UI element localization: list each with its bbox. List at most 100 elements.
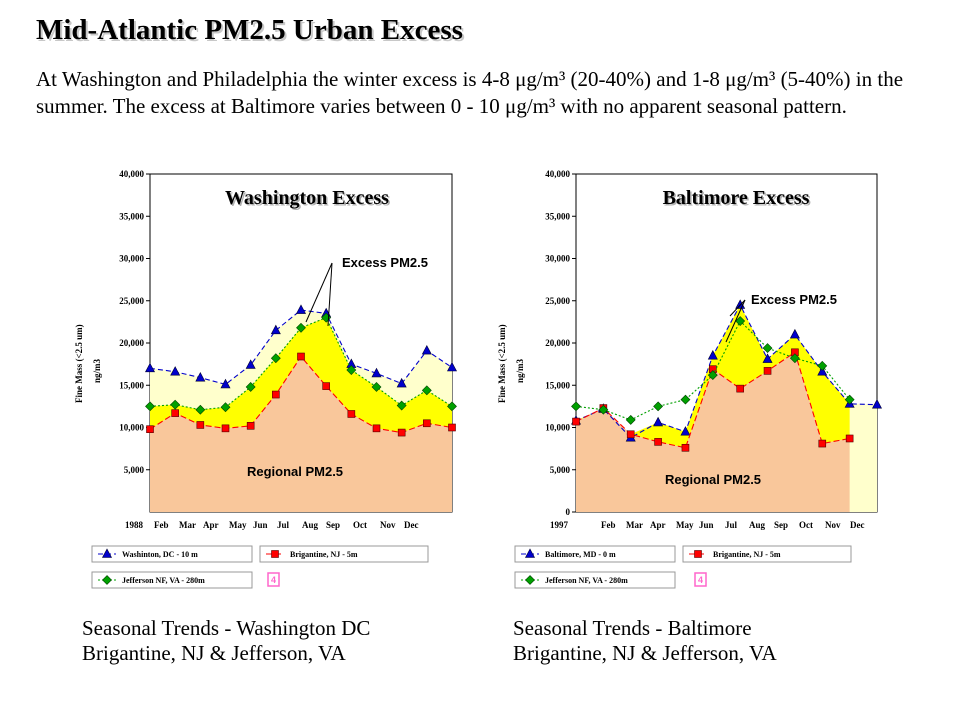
legend-marker (271, 550, 279, 558)
caption-line-1: Seasonal Trends - Baltimore (513, 616, 752, 640)
data-point (817, 360, 828, 371)
data-point (396, 377, 407, 388)
caption-line-2: Brigantine, NJ & Jefferson, VA (513, 641, 777, 665)
data-point (872, 399, 882, 409)
regional-area (576, 352, 850, 512)
annotation-leader (725, 299, 746, 343)
x-tick-label: Jul (277, 520, 290, 530)
x-tick-label: Apr (650, 520, 666, 530)
y-tick-label: 15,000 (545, 380, 570, 390)
data-point (245, 382, 256, 392)
x-tick-label: Jul (725, 520, 738, 530)
data-point (322, 382, 330, 390)
data-point (423, 419, 431, 428)
data-point (272, 390, 280, 399)
x-tick-label: May (676, 520, 694, 530)
data-point (296, 322, 306, 333)
annotation-leader (729, 299, 746, 317)
x-tick-label: Nov (380, 520, 396, 530)
legend-label: Washinton, DC - 10 m (122, 550, 198, 559)
summary-text: At Washington and Philadelphia the winte… (36, 67, 904, 118)
excess-area (576, 304, 850, 448)
series-line (575, 303, 878, 439)
data-point (346, 365, 357, 375)
y-axis-label: Fine Mass (<2.5 um) (497, 324, 507, 403)
data-point (421, 385, 432, 396)
data-point (220, 402, 231, 413)
data-point (762, 353, 773, 363)
data-point (196, 421, 205, 429)
data-point (762, 343, 773, 353)
legend-label: Jefferson NF, VA - 280m (122, 576, 205, 585)
y-axis-label-unit: ng/m3 (92, 358, 102, 383)
chart-title-shadow: Baltimore Excess (664, 189, 811, 211)
data-point (571, 401, 581, 412)
legend-label: Jefferson NF, VA - 280m (545, 576, 628, 585)
legend-number: 4 (271, 575, 276, 585)
legend-marker (525, 548, 535, 558)
x-tick-label: Dec (850, 520, 865, 530)
x-tick-label: Mar (626, 520, 643, 530)
x-tick-label: Jun (253, 520, 268, 530)
legend-box-2 (682, 545, 852, 563)
legend-label: Baltimore, MD - 0 m (545, 550, 616, 559)
data-point (195, 372, 206, 382)
data-point (789, 353, 800, 364)
legend-number-box (694, 572, 707, 587)
data-point (397, 428, 406, 437)
data-point (195, 404, 206, 415)
data-point (296, 304, 306, 314)
y-tick-label: 5,000 (124, 465, 145, 475)
data-point (270, 324, 281, 335)
data-point (171, 409, 179, 417)
legend-box-1 (514, 545, 676, 563)
data-point (598, 404, 609, 415)
data-point (371, 367, 382, 378)
excess-area (150, 317, 452, 433)
legend-marker (525, 575, 535, 585)
data-point (572, 417, 580, 426)
annotation-leader (305, 262, 333, 323)
y-tick-label: 25,000 (545, 296, 570, 306)
data-point (654, 438, 662, 446)
data-point (680, 394, 691, 405)
x-tick-label: Apr (203, 520, 219, 530)
data-point (680, 426, 691, 436)
annotation-leader (327, 262, 333, 327)
excess-annotation: Excess PM2.5 (751, 292, 837, 307)
data-point (347, 410, 356, 418)
data-point (447, 361, 457, 372)
y-tick-label: 30,000 (545, 254, 570, 264)
data-point (681, 443, 690, 452)
x-tick-label: Feb (154, 520, 169, 530)
legend-marker (102, 575, 112, 585)
regional-annotation: Regional PM2.5 (665, 472, 761, 487)
y-tick-label: 40,000 (119, 169, 144, 179)
y-axis-label: Fine Mass (<2.5 um) (74, 324, 84, 403)
data-point (170, 399, 181, 410)
data-point (145, 401, 155, 412)
x-tick-label: Sep (774, 520, 788, 530)
x-tick-label: Dec (404, 520, 419, 530)
regional-annotation: Regional PM2.5 (247, 464, 343, 479)
legend-box-3 (91, 571, 253, 589)
data-point (321, 312, 332, 323)
chart-svg: 0 5,000 10,000 15,000 20,000 25,000 30,000 35,0… (497, 169, 882, 589)
y-tick-label: 15,000 (119, 380, 144, 390)
legend-marker (694, 550, 702, 558)
data-point (653, 416, 664, 427)
data-point (845, 434, 854, 443)
chart-title: Washington Excess (225, 187, 389, 209)
baltimore-chart: 0 5,000 10,000 15,000 20,000 25,000 30,000 35,0… (493, 160, 893, 590)
data-point (372, 424, 381, 433)
data-point (735, 316, 746, 326)
y-tick-label: 0 (566, 507, 571, 517)
data-point (421, 344, 432, 355)
data-point (707, 370, 718, 381)
caption-line-1: Seasonal Trends - Washington DC (82, 616, 371, 640)
y-tick-label: 30,000 (119, 254, 144, 264)
y-tick-label: 10,000 (545, 423, 570, 433)
data-point (170, 366, 181, 376)
legend-label: Brigantine, NJ - 5m (290, 550, 358, 559)
y-tick-label: 25,000 (119, 296, 144, 306)
